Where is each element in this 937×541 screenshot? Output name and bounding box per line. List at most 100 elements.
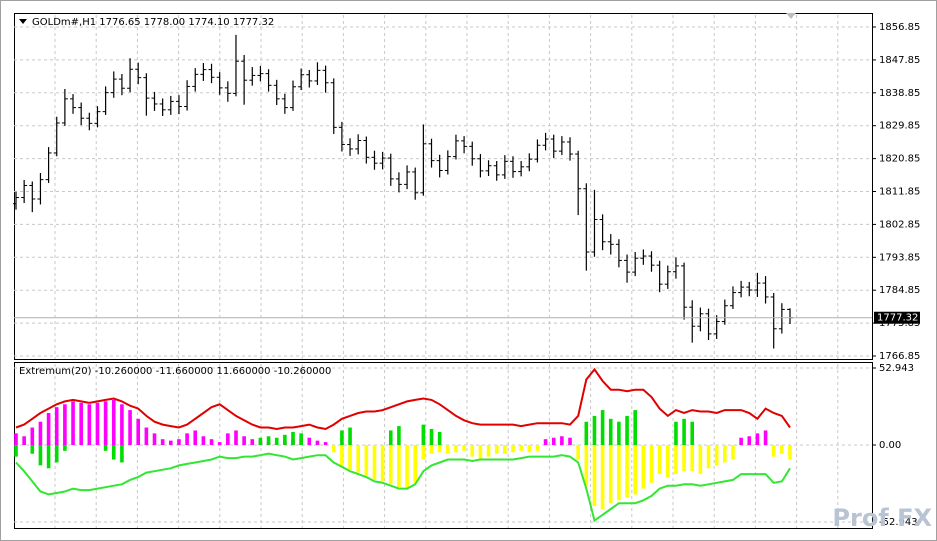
histogram-bar xyxy=(608,418,613,445)
y-tick-label: 1856.85 xyxy=(879,22,920,33)
histogram-bar xyxy=(250,439,255,445)
histogram-bar xyxy=(120,404,124,445)
histogram-bar xyxy=(592,415,597,445)
histogram-bar xyxy=(592,444,597,507)
histogram-bar xyxy=(169,440,173,445)
y-tick-label: 1838.85 xyxy=(879,88,920,99)
histogram-bar xyxy=(38,444,43,466)
histogram-bar xyxy=(478,444,483,460)
histogram-bar xyxy=(625,444,629,498)
histogram-bar xyxy=(698,444,703,475)
histogram-bar xyxy=(299,433,303,445)
histogram-bar xyxy=(348,444,352,470)
histogram-bar xyxy=(714,444,719,466)
histogram-bar xyxy=(242,436,246,445)
histogram-bar xyxy=(364,444,369,476)
histogram-bar xyxy=(323,442,328,445)
histogram-bar xyxy=(511,444,515,453)
histogram-bar xyxy=(201,436,206,445)
histogram-bar xyxy=(633,444,637,495)
histogram-bar xyxy=(674,421,678,445)
shift-marker xyxy=(786,13,796,19)
histogram-bar xyxy=(560,436,564,445)
histogram-bar xyxy=(128,410,132,445)
histogram-bar xyxy=(217,442,222,445)
histogram-bar xyxy=(788,444,792,460)
histogram-bar xyxy=(755,433,760,445)
y-tick-label: 1802.85 xyxy=(879,219,920,230)
histogram-bar xyxy=(54,407,59,445)
histogram-bar xyxy=(152,433,157,445)
histogram-bar xyxy=(160,439,165,445)
histogram-bar xyxy=(625,415,629,445)
histogram-bar xyxy=(470,444,475,457)
histogram-bar xyxy=(340,430,344,445)
indicator-line xyxy=(15,367,791,431)
y-tick-label: 0.00 xyxy=(879,440,901,451)
histogram-bar xyxy=(690,421,695,445)
y-tick-label: 1811.85 xyxy=(879,187,920,198)
histogram-bar xyxy=(234,430,238,445)
histogram-bar xyxy=(111,399,116,445)
histogram-bar xyxy=(600,444,605,509)
histogram-bar xyxy=(649,444,654,483)
y-tick-label: 1766.85 xyxy=(879,351,920,362)
histogram-bar xyxy=(14,433,18,445)
histogram-bar xyxy=(527,444,532,453)
y-tick-label: 1847.85 xyxy=(879,55,920,66)
histogram-bar xyxy=(486,444,491,457)
histogram-bar xyxy=(600,410,605,445)
histogram-bar xyxy=(494,444,499,454)
histogram-bar xyxy=(103,401,108,445)
histogram-bar xyxy=(454,444,458,453)
histogram-bar xyxy=(682,418,686,445)
histogram-bar xyxy=(771,444,776,457)
y-tick-label: 52.943 xyxy=(879,363,914,374)
histogram-bar xyxy=(22,436,26,445)
y-tick-label: 1820.85 xyxy=(879,154,920,165)
histogram-bar xyxy=(54,444,59,463)
histogram-bar xyxy=(763,430,768,445)
price-title: GOLDm#,H1 1776.65 1778.00 1774.10 1777.3… xyxy=(32,17,274,28)
histogram-bar xyxy=(307,437,312,445)
histogram-bar xyxy=(71,401,75,445)
histogram-bar xyxy=(79,402,83,445)
histogram-bar xyxy=(633,410,637,445)
histogram-bar xyxy=(46,444,51,469)
histogram-bar xyxy=(682,444,686,472)
y-tick-label: 1829.85 xyxy=(879,121,920,132)
histogram-bar xyxy=(380,444,385,482)
histogram-bar xyxy=(429,444,434,454)
last-price-box xyxy=(874,311,920,324)
histogram-bar xyxy=(38,421,43,445)
histogram-bar xyxy=(739,437,743,445)
indicator-line xyxy=(15,452,791,523)
y-tick-label: 1784.85 xyxy=(879,285,920,296)
histogram-bar xyxy=(340,444,344,466)
histogram-bar xyxy=(177,439,181,445)
histogram-bar xyxy=(209,439,214,445)
histogram-bar xyxy=(446,444,450,454)
histogram-bar xyxy=(95,402,100,445)
histogram-bar xyxy=(519,444,523,451)
histogram-bar xyxy=(617,421,621,445)
histogram-bar xyxy=(388,430,393,445)
histogram-bar xyxy=(120,444,124,463)
histogram-bar xyxy=(274,437,279,445)
histogram-bar xyxy=(665,444,670,477)
histogram-bar xyxy=(617,444,621,501)
histogram-bar xyxy=(674,444,678,475)
histogram-bar xyxy=(657,444,662,475)
histogram-bar xyxy=(690,444,695,472)
histogram-bar xyxy=(266,436,271,445)
histogram-bar xyxy=(462,444,466,451)
price-panel xyxy=(14,13,873,360)
histogram-bar xyxy=(405,444,409,488)
menu-arrow[interactable] xyxy=(19,19,27,24)
histogram-bar xyxy=(185,433,189,445)
y-tick-label: 1793.85 xyxy=(879,252,920,263)
histogram-bar xyxy=(503,444,507,454)
watermark: Prof FX xyxy=(832,504,932,532)
histogram-bar xyxy=(14,444,18,457)
histogram-bar xyxy=(421,444,426,460)
